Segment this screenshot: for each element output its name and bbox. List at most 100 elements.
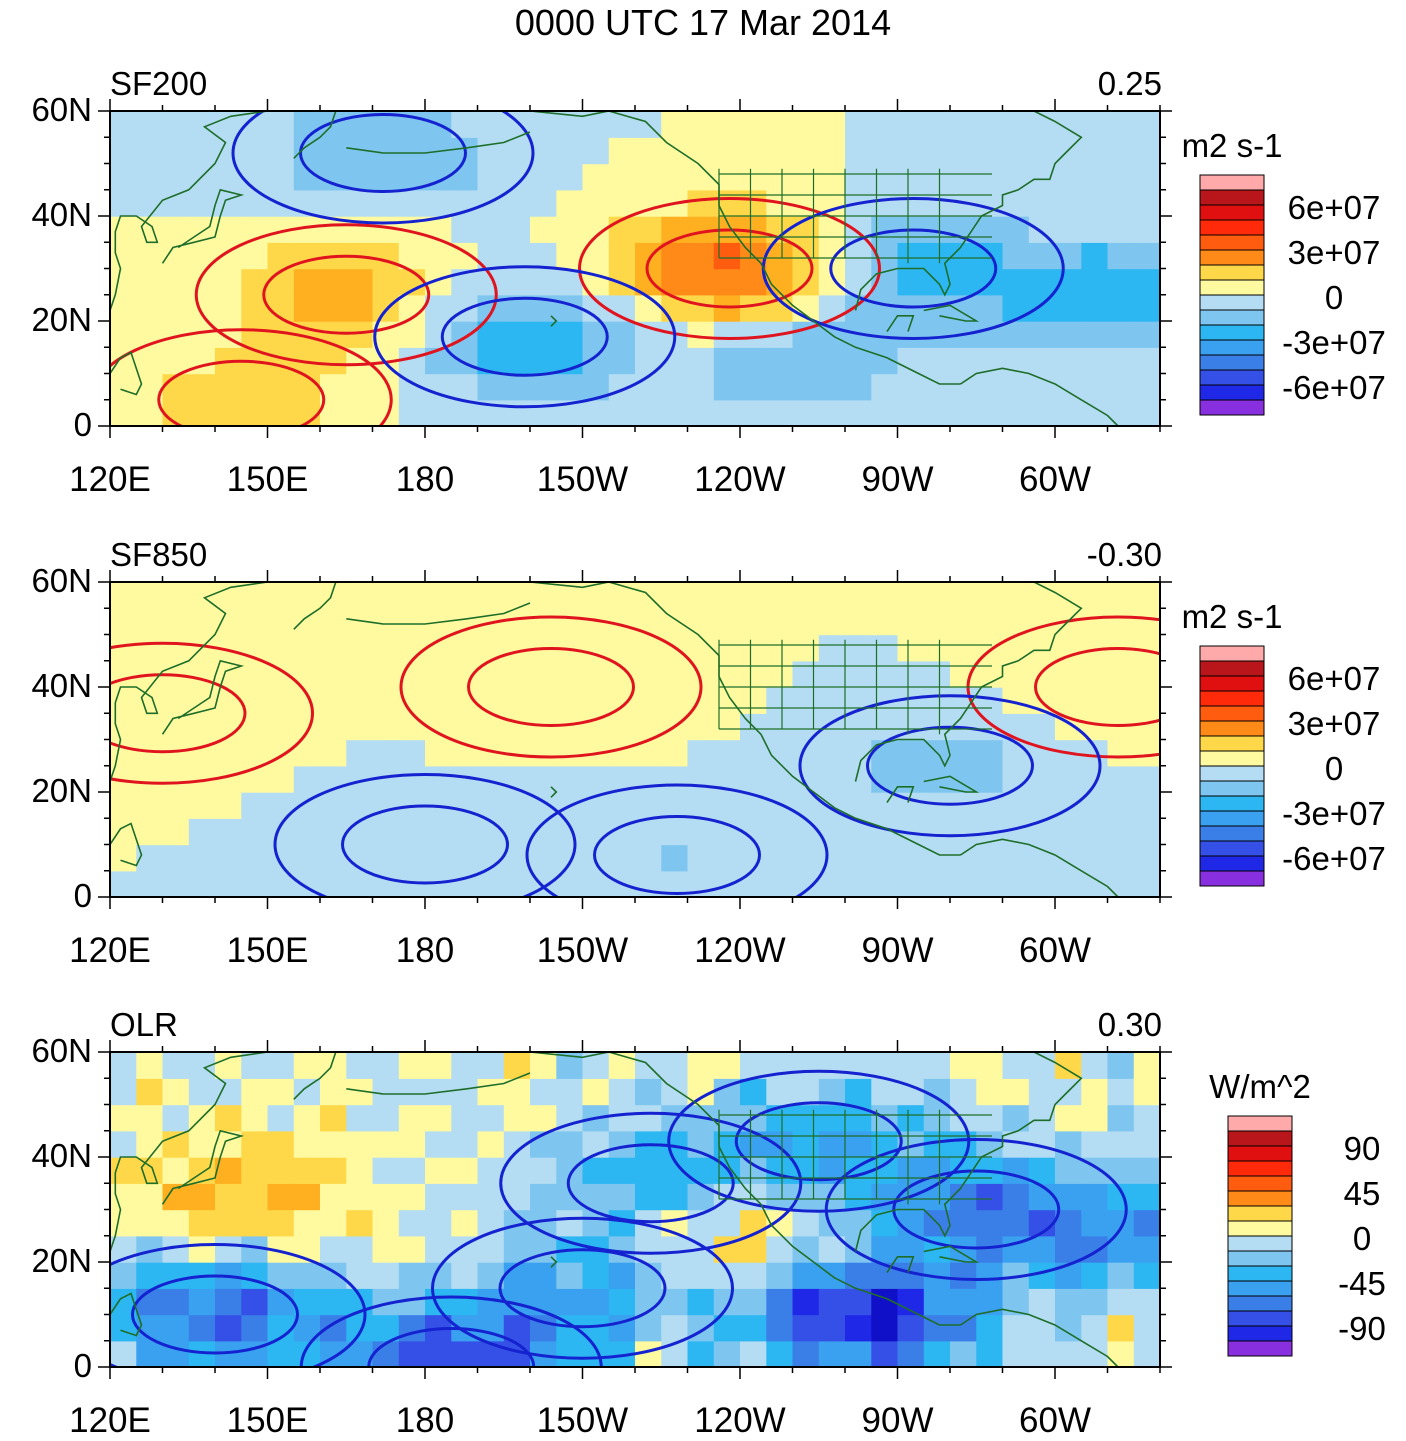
coastline-0 (529, 111, 961, 385)
sf200-cell (818, 373, 846, 401)
sf850-cell (530, 582, 557, 609)
olr-cell (1133, 1235, 1160, 1263)
olr-cell (293, 1078, 321, 1106)
sf850-cell (477, 687, 505, 714)
sf850-cell (950, 634, 977, 662)
sf850-cell (766, 870, 794, 897)
sf850-cell (398, 844, 426, 872)
sf850-cell (608, 792, 636, 819)
coastline-8 (293, 582, 337, 630)
olr-cell (293, 1209, 321, 1237)
sf850-cell (1107, 765, 1135, 793)
olr-cell (740, 1288, 767, 1316)
sf850-cell (136, 608, 164, 636)
sf200-cell (1107, 137, 1135, 165)
olr-cell (241, 1104, 269, 1132)
olr-cell (320, 1130, 347, 1158)
olr-cell (1081, 1052, 1109, 1079)
olr-cell (267, 1130, 295, 1158)
olr-correlation: 0.30 (1097, 1006, 1162, 1043)
sf200-cell (451, 373, 479, 401)
sf850-cell (1133, 765, 1160, 793)
sf850-cell (792, 608, 820, 636)
sf200-cell (897, 399, 925, 426)
sf200-cell (766, 137, 794, 165)
coastline-10 (346, 131, 531, 154)
sf200-cell (267, 268, 295, 296)
sf200-cell (1081, 137, 1109, 165)
sf850-cell (897, 713, 925, 741)
olr-cell (530, 1157, 557, 1184)
olr-cell (503, 1262, 531, 1289)
sf850-cell (1081, 844, 1109, 872)
sf200-cell (871, 321, 899, 348)
olr-cell (267, 1183, 295, 1211)
olr-cell (1133, 1157, 1160, 1184)
sf200-cell (398, 321, 426, 348)
sf200-units: m2 s-1 (1181, 127, 1283, 164)
coastline-0 (529, 582, 961, 856)
olr-cell (845, 1314, 872, 1342)
olr-cell (188, 1078, 216, 1106)
sf200-cell (1028, 137, 1056, 165)
sf200-cell (293, 268, 321, 296)
olr-cell (950, 1209, 977, 1237)
olr-cell (1002, 1183, 1030, 1211)
sf200-cell (188, 399, 216, 426)
coastline-5 (161, 188, 245, 264)
olr-cell (740, 1130, 767, 1158)
sf200-cell (346, 294, 374, 322)
olr-cell (398, 1235, 426, 1263)
sf200-cell (1028, 268, 1056, 296)
olr-cell (477, 1130, 505, 1158)
sf200-cell (556, 163, 584, 191)
sf850-cell (556, 818, 584, 846)
sf850-cell (1002, 582, 1030, 609)
sf200-cell (897, 242, 925, 270)
sf200-contour (157, 359, 326, 426)
sf200-cell (923, 137, 951, 165)
sf850-cell (346, 870, 374, 897)
sf200-cell (713, 347, 741, 375)
sf200-cell (1081, 111, 1109, 138)
sf850-cell (1055, 870, 1082, 897)
sf200-cell (1133, 294, 1160, 322)
sf200-cell (110, 242, 137, 270)
sf200-cell (503, 242, 531, 270)
sf850-cell (346, 687, 374, 714)
olr-cell (503, 1104, 531, 1132)
olr-cell (346, 1183, 374, 1211)
sf850-cell (687, 765, 715, 793)
sf850-cell (477, 870, 505, 897)
sf850-cell (976, 608, 1004, 636)
sf200-cell (372, 399, 400, 426)
sf200-cell (897, 268, 925, 296)
olr-cell (477, 1052, 505, 1079)
sf200-cell (162, 137, 190, 165)
sf850-cell (845, 634, 872, 662)
sf850-cell (740, 844, 767, 872)
sf850-cell (320, 792, 347, 819)
sf200-cell (740, 321, 767, 348)
sf200-cell (818, 137, 846, 165)
sf850-contour (1034, 647, 1160, 727)
sf200-cell (162, 111, 190, 138)
olr-cell (818, 1314, 846, 1342)
sf850-cell (556, 844, 584, 872)
sf850-correlation: -0.30 (1086, 536, 1162, 573)
sf200-cell (346, 163, 374, 191)
sf200-cell (1002, 399, 1030, 426)
sf200-cell (503, 163, 531, 191)
olr-cell (136, 1052, 164, 1079)
sf200-cell (661, 373, 689, 401)
sf850-cell (136, 765, 164, 793)
sf200-cell (503, 216, 531, 243)
olr-colorbar-label: -45 (1338, 1265, 1386, 1302)
sf200-cell (923, 399, 951, 426)
sf200-cell (1107, 163, 1135, 191)
olr-cell (477, 1078, 505, 1106)
sf850-cell (871, 713, 899, 741)
sf850-cell (477, 792, 505, 819)
olr-cell (372, 1262, 400, 1289)
olr-cell (162, 1288, 190, 1316)
